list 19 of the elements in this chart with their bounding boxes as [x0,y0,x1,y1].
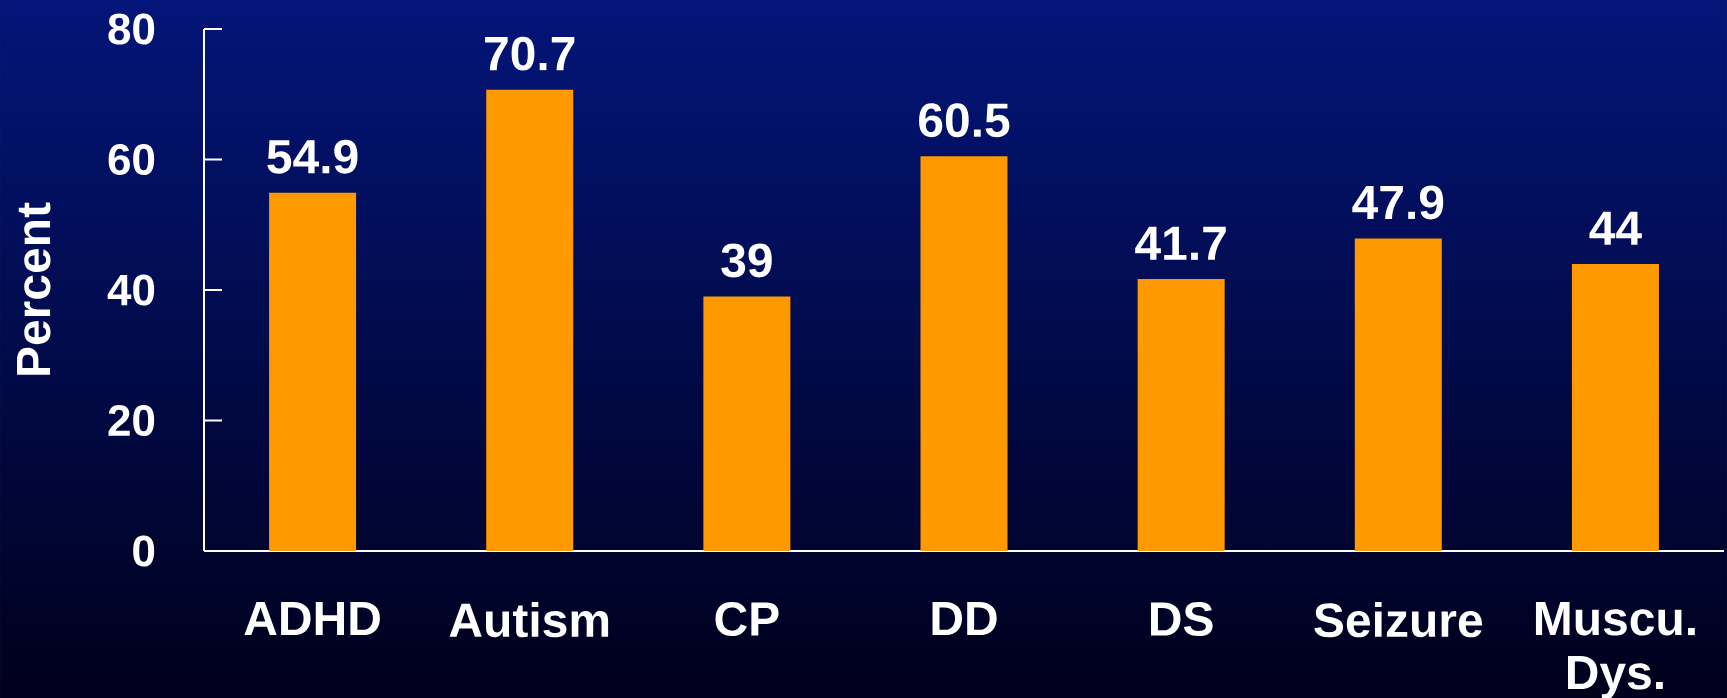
data-label: 41.7 [1135,226,1226,260]
y-axis-title: Percent [17,202,51,375]
data-label: 60.5 [919,103,1010,138]
x-tick-label: Autism [449,602,609,638]
data-label: 47.9 [1352,185,1444,220]
x-tick-label: DD [932,602,997,636]
y-tick-label: 80 [108,13,155,45]
data-label: 39 [721,243,772,278]
y-tick-label: 0 [133,535,155,567]
x-tick-label: CP [715,602,779,637]
y-tick-label: 20 [108,404,155,437]
data-label: 44 [1589,211,1642,245]
data-label: 54.9 [267,139,358,174]
x-tick-label: ADHD [244,602,380,636]
x-tick-label: DS [1151,602,1213,637]
x-tick-label: Seizure [1314,602,1483,638]
data-label: 70.7 [485,36,575,71]
y-tick-label: 40 [107,274,155,306]
y-tick-label: 60 [108,143,155,176]
